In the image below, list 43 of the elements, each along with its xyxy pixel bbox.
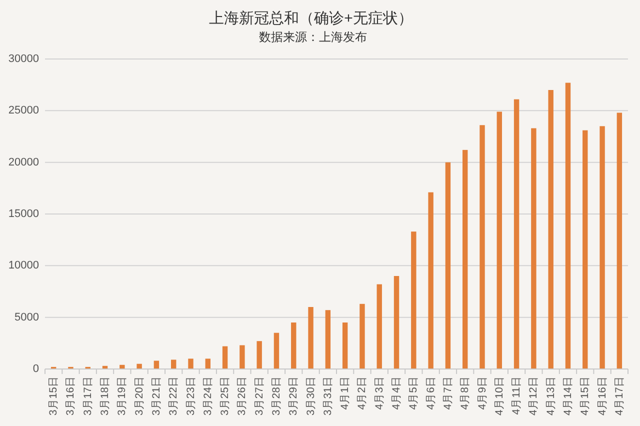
y-tick-label: 0 bbox=[32, 363, 39, 375]
x-tick-label: 4月14日 bbox=[562, 376, 574, 416]
x-tick-label: 4月11日 bbox=[510, 376, 523, 415]
x-tick-label: 3月18日 bbox=[99, 376, 112, 416]
x-tick-label: 4月13日 bbox=[544, 376, 557, 416]
title: 上海新冠总和（确诊+无症状） bbox=[209, 10, 413, 27]
x-tick-label: 4月15日 bbox=[579, 376, 592, 416]
x-tick-label: 3月24日 bbox=[202, 376, 214, 416]
x-tick-label: 4月9日 bbox=[476, 376, 488, 410]
y-tick-label: 10000 bbox=[8, 260, 39, 272]
x-tick-label: 4月2日 bbox=[356, 376, 368, 410]
x-tick-label: 4月16日 bbox=[596, 376, 608, 416]
x-tick-label: 4月4日 bbox=[390, 376, 403, 410]
x-tick-label: 4月1日 bbox=[339, 376, 352, 410]
x-tick-label: 3月28日 bbox=[270, 376, 282, 416]
subtitle: 数据来源：上海发布 bbox=[259, 30, 367, 44]
y-tick-label: 20000 bbox=[8, 156, 39, 168]
x-tick-label: 3月21日 bbox=[150, 376, 162, 416]
x-tick-label: 4月3日 bbox=[373, 376, 386, 410]
x-tick-label: 4月5日 bbox=[408, 376, 420, 410]
x-tick-label: 3月27日 bbox=[253, 376, 266, 416]
y-tick-label: 30000 bbox=[8, 53, 39, 65]
x-tick-label: 3月17日 bbox=[82, 376, 94, 416]
x-tick-label: 3月16日 bbox=[64, 376, 77, 416]
x-tick-label: 3月26日 bbox=[236, 376, 248, 416]
y-tick-label: 5000 bbox=[14, 311, 39, 324]
x-tick-label: 3月30日 bbox=[304, 376, 317, 416]
x-tick-label: 3月19日 bbox=[116, 376, 128, 416]
x-tick-label: 3月31日 bbox=[322, 376, 334, 416]
x-tick-label: 4月10日 bbox=[493, 376, 506, 416]
x-tick-label: 3月29日 bbox=[288, 376, 300, 416]
x-tick-label: 4月8日 bbox=[459, 376, 472, 410]
y-tick-label: 25000 bbox=[8, 104, 39, 117]
x-tick-label: 3月25日 bbox=[219, 376, 232, 416]
x-tick-label: 3月15日 bbox=[48, 376, 60, 416]
x-tick-label: 4月17日 bbox=[613, 376, 626, 416]
x-tick-label: 3月23日 bbox=[184, 376, 197, 416]
y-tick-label: 15000 bbox=[8, 208, 39, 220]
x-tick-label: 4月12日 bbox=[528, 376, 540, 416]
x-tick-label: 4月7日 bbox=[442, 376, 454, 410]
x-tick-label: 3月20日 bbox=[133, 376, 146, 416]
x-tick-label: 4月6日 bbox=[424, 376, 437, 410]
x-tick-label: 3月22日 bbox=[168, 376, 180, 416]
